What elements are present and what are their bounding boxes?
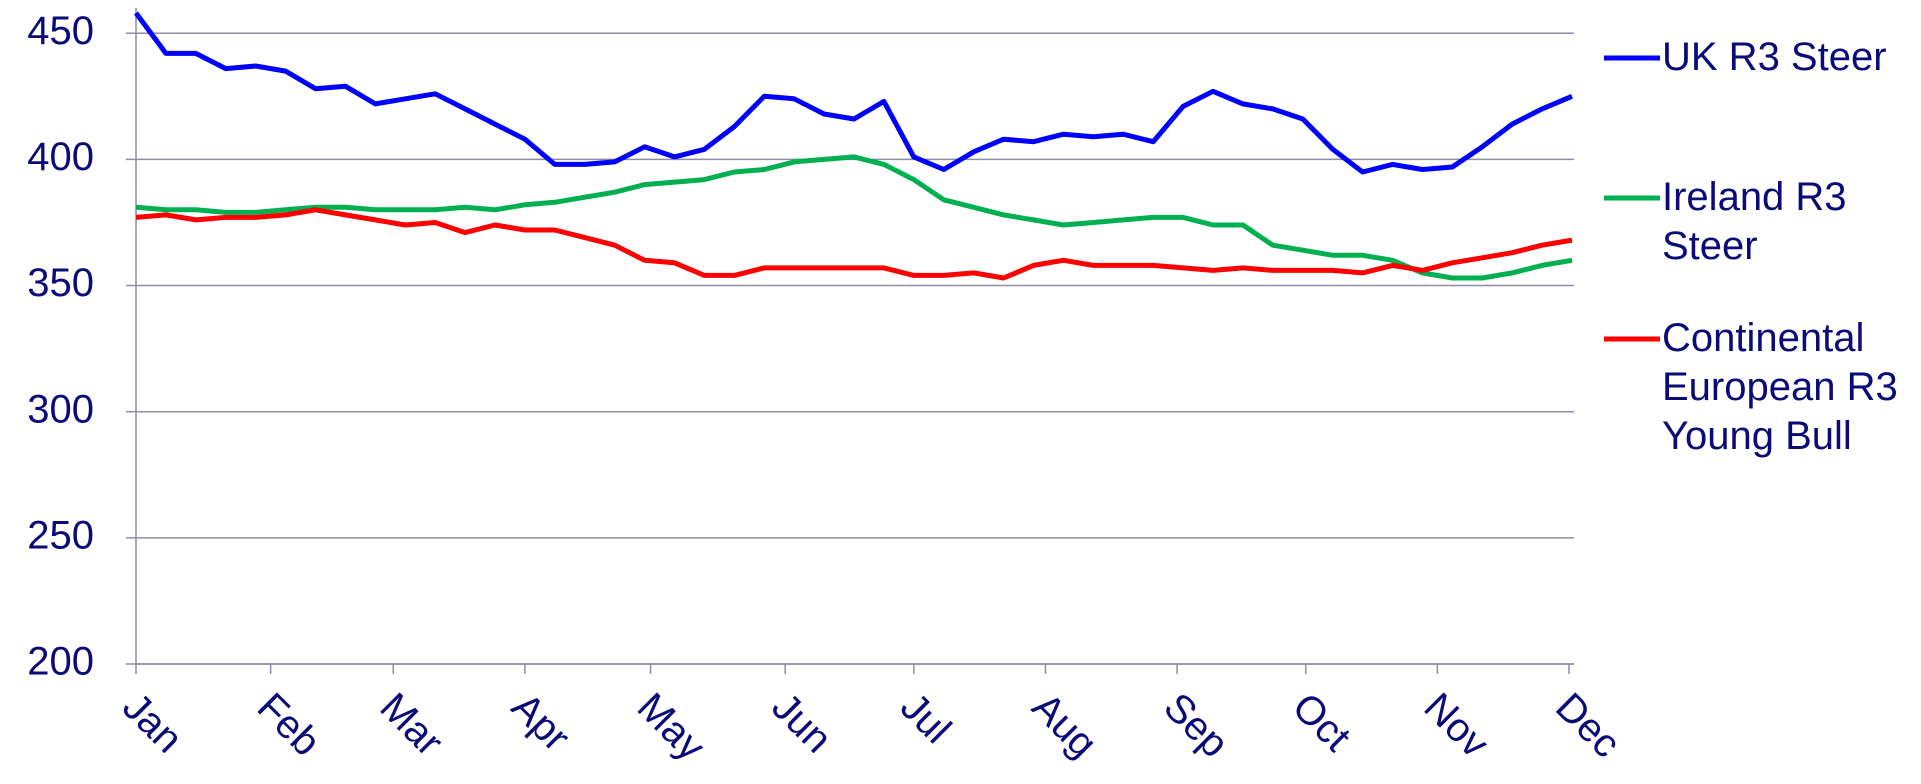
legend-label: UK R3 Steer — [1662, 35, 1887, 79]
x-tick-label: May — [629, 685, 714, 770]
x-tick-label: Nov — [1416, 685, 1497, 766]
y-tick-label: 350 — [27, 261, 94, 305]
x-tick-label: Apr — [503, 685, 578, 760]
y-tick-label: 200 — [27, 640, 94, 684]
y-tick-label: 450 — [27, 9, 94, 53]
y-tick-label: 300 — [27, 387, 94, 431]
x-tick-label: Jul — [892, 685, 959, 752]
legend-label: Continental European R3 Young Bull — [1662, 316, 1898, 458]
x-tick-label: Oct — [1284, 685, 1359, 760]
data-line — [133, 11, 1573, 175]
x-tick-label: Aug — [1024, 685, 1105, 766]
x-tick-label: Mar — [371, 685, 451, 765]
x-tick-label: Jun — [763, 685, 840, 762]
data-line — [135, 154, 1573, 281]
x-tick-label: Feb — [249, 685, 329, 765]
data-line — [135, 207, 1573, 281]
x-tick-label: Sep — [1155, 685, 1236, 766]
x-tick-label: Jan — [114, 685, 191, 762]
y-tick-label: 400 — [27, 135, 94, 179]
y-tick-label: 250 — [27, 513, 94, 557]
x-tick-label: Dec — [1547, 685, 1628, 766]
legend-label: Ireland R3 Steer — [1662, 175, 1847, 268]
